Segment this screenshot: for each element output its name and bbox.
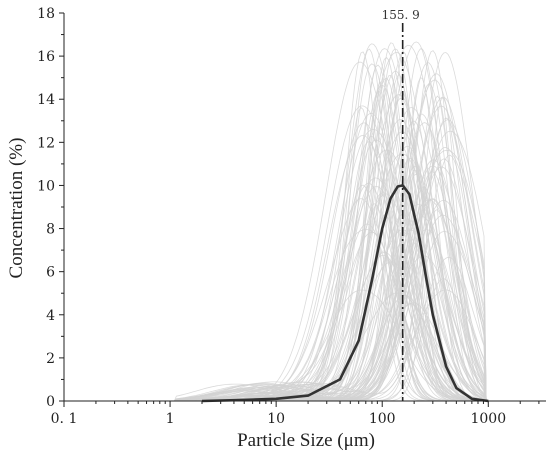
y-tick-label: 4 — [46, 308, 55, 324]
x-axis-title: Particle Size (μm) — [237, 430, 375, 451]
y-tick-label: 6 — [46, 265, 55, 281]
y-tick-label: 16 — [37, 49, 55, 65]
x-tick-label: 1 — [166, 411, 175, 427]
y-tick-label: 2 — [46, 351, 55, 367]
median-annotation: 155. 9 — [382, 8, 420, 401]
gray-curve — [170, 198, 489, 402]
y-tick-label: 0 — [46, 394, 55, 410]
x-tick-label: 0. 1 — [51, 411, 78, 427]
median-value-label: 155. 9 — [382, 8, 420, 22]
y-tick-label: 12 — [37, 135, 55, 151]
gray-curve — [170, 166, 489, 402]
y-tick-label: 8 — [46, 222, 55, 238]
y-tick-label: 18 — [37, 6, 55, 22]
x-tick-label: 100 — [369, 411, 396, 427]
mean-curve — [201, 184, 489, 403]
axes — [59, 12, 546, 407]
tick-labels: 0 2 4 6 8 10 12 14 16 18 0. 1 1 10 100 1000 — [37, 6, 506, 427]
x-tick-label: 10 — [267, 411, 285, 427]
x-tick-label: 1000 — [470, 411, 506, 427]
mean-curve-layer — [201, 184, 489, 403]
gray-curve — [170, 94, 489, 402]
y-axis-title: Concentration (%) — [6, 138, 27, 279]
y-tick-label: 14 — [37, 92, 55, 108]
y-tick-label: 10 — [37, 178, 55, 194]
gray-curve — [170, 229, 489, 402]
